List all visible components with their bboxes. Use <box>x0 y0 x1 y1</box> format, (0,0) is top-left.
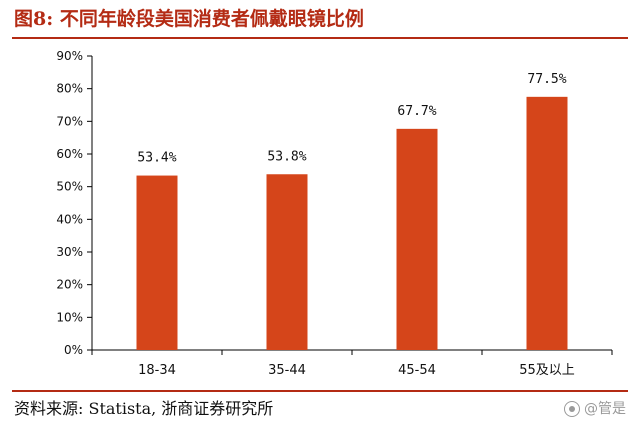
data-label: 77.5% <box>527 72 566 87</box>
chart-title: 图8: 不同年龄段美国消费者佩戴眼镜比例 <box>14 8 364 30</box>
x-tick-label: 35-44 <box>268 363 306 378</box>
bar <box>266 174 308 350</box>
y-tick-label: 90% <box>56 49 83 63</box>
y-tick-label: 30% <box>56 245 83 259</box>
watermark: @管是 <box>564 398 626 420</box>
x-tick-label: 18-34 <box>138 363 176 378</box>
watermark-logo-icon <box>564 401 580 417</box>
source-note: 资料来源: Statista, 浙商证券研究所 <box>14 399 274 418</box>
y-tick-label: 20% <box>56 278 83 292</box>
y-tick-label: 80% <box>56 82 83 96</box>
bar <box>136 175 178 350</box>
x-tick-label: 45-54 <box>398 363 436 378</box>
watermark-text: @管是 <box>584 401 626 417</box>
bar-chart: 0% 10% 20% 30% 40% 50% 60% 70% 80% 90% 53.4% 18-34 5… <box>56 49 613 378</box>
y-tick-label: 0% <box>64 343 83 357</box>
data-label: 67.7% <box>397 104 436 119</box>
y-tick-label: 10% <box>56 310 83 324</box>
y-tick-label: 70% <box>56 114 83 128</box>
y-tick-label: 60% <box>56 147 83 161</box>
x-tick-label: 55及以上 <box>519 363 575 378</box>
bar <box>526 96 568 350</box>
title-divider <box>12 37 628 39</box>
y-tick-label: 50% <box>56 180 83 194</box>
footer-divider <box>12 390 628 392</box>
bar <box>396 128 438 350</box>
y-tick-label: 40% <box>56 212 83 226</box>
data-label: 53.4% <box>137 151 176 166</box>
data-label: 53.8% <box>267 149 306 164</box>
